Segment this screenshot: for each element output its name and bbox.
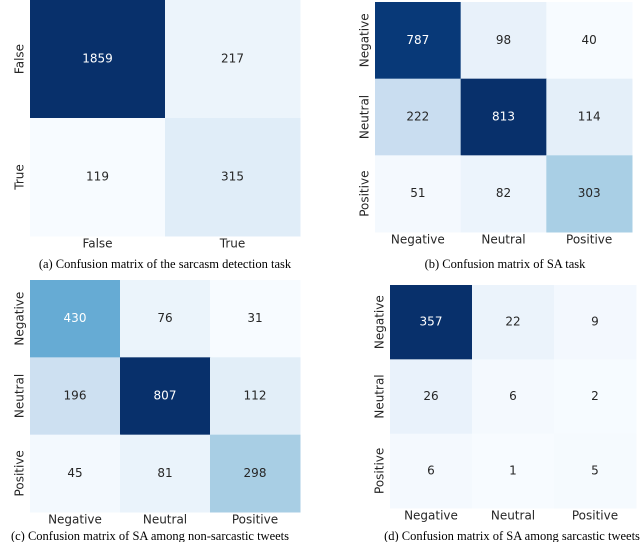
heatmap-cell [120, 357, 211, 436]
x-tick-label: Positive [232, 513, 278, 527]
x-tick-label: Neutral [143, 513, 187, 527]
cell-label: 1859 [82, 52, 113, 66]
cell-label: 26 [423, 389, 438, 403]
y-tick-label: True [13, 164, 27, 191]
heatmap-cell [210, 357, 301, 436]
cell-label: 82 [496, 186, 511, 200]
heatmap-cell [390, 359, 473, 435]
cell-label: 112 [244, 389, 267, 403]
heatmap-cell [30, 118, 166, 237]
cell-label: 813 [492, 110, 515, 124]
heatmap-cell [546, 155, 633, 233]
heatmap-cell [472, 359, 555, 435]
heatmap-cell [546, 2, 633, 80]
x-tick-label: Negative [48, 513, 102, 527]
heatmap-cell [460, 2, 547, 80]
heatmap-cell [472, 285, 555, 360]
heatmap-cell [120, 280, 211, 358]
heatmap-cell [460, 78, 547, 156]
cell-label: 303 [578, 186, 601, 200]
x-tick-label: True [219, 237, 246, 251]
caption: (d) Confusion matrix of SA among sarcast… [384, 529, 640, 542]
cell-label: 298 [244, 466, 267, 480]
heatmap-cell [30, 434, 121, 513]
cell-label: 119 [86, 170, 109, 184]
heatmap-cell [375, 2, 462, 80]
caption: (c) Confusion matrix of SA among non-sar… [11, 529, 289, 542]
heatmap-cell [210, 280, 301, 358]
x-tick-label: Negative [404, 509, 458, 523]
heatmap-cell [30, 0, 166, 119]
heatmap-cell [30, 280, 121, 358]
cell-label: 217 [221, 52, 244, 66]
heatmap-cell [165, 118, 301, 237]
cell-label: 6 [427, 463, 435, 477]
y-tick-label: Positive [358, 171, 372, 217]
caption: (a) Confusion matrix of the sarcasm dete… [39, 257, 292, 271]
y-tick-label: Positive [373, 448, 387, 494]
heatmap-cell [554, 433, 637, 509]
y-tick-label: Negative [358, 13, 372, 67]
cell-label: 6 [509, 389, 517, 403]
cell-label: 2 [591, 389, 599, 403]
y-tick-label: Negative [13, 292, 27, 346]
cell-label: 9 [591, 315, 599, 329]
cell-label: 51 [410, 186, 425, 200]
x-tick-label: False [82, 237, 112, 251]
cell-label: 81 [157, 466, 172, 480]
x-tick-label: Negative [391, 233, 445, 247]
cell-label: 76 [157, 311, 172, 325]
heatmap-cell [120, 434, 211, 513]
heatmap-cell [546, 78, 633, 156]
y-tick-label: Neutral [13, 374, 27, 418]
heatmap-cell [554, 359, 637, 435]
y-tick-label: Negative [373, 295, 387, 349]
cell-label: 430 [64, 311, 87, 325]
cell-label: 40 [582, 33, 597, 47]
heatmap-cell [472, 433, 555, 509]
cell-label: 357 [420, 315, 443, 329]
cell-label: 22 [505, 315, 520, 329]
cell-label: 787 [406, 33, 429, 47]
cell-label: 5 [591, 463, 599, 477]
heatmap-cell [390, 433, 473, 509]
y-tick-label: False [13, 44, 27, 74]
cell-label: 222 [406, 110, 429, 124]
cell-label: 315 [221, 170, 244, 184]
cell-label: 45 [67, 466, 82, 480]
heatmap-cell [30, 357, 121, 436]
cell-label: 1 [509, 463, 517, 477]
cell-label: 196 [64, 389, 87, 403]
cell-label: 31 [247, 311, 262, 325]
x-tick-label: Neutral [481, 233, 525, 247]
heatmap-cell [460, 155, 547, 233]
cell-label: 114 [578, 110, 601, 124]
heatmap-cell [165, 0, 301, 119]
caption: (b) Confusion matrix of SA task [425, 257, 587, 271]
x-tick-label: Neutral [491, 509, 535, 523]
cell-label: 807 [154, 389, 177, 403]
y-tick-label: Neutral [373, 374, 387, 418]
heatmap-cell [375, 78, 462, 156]
x-tick-label: Positive [572, 509, 618, 523]
heatmap-cell [554, 285, 637, 360]
cell-label: 98 [496, 33, 511, 47]
x-tick-label: Positive [566, 233, 612, 247]
y-tick-label: Positive [13, 450, 27, 496]
y-tick-label: Neutral [358, 95, 372, 139]
heatmap-cell [375, 155, 462, 233]
heatmap-cell [390, 285, 473, 360]
heatmap-cell [210, 434, 301, 513]
